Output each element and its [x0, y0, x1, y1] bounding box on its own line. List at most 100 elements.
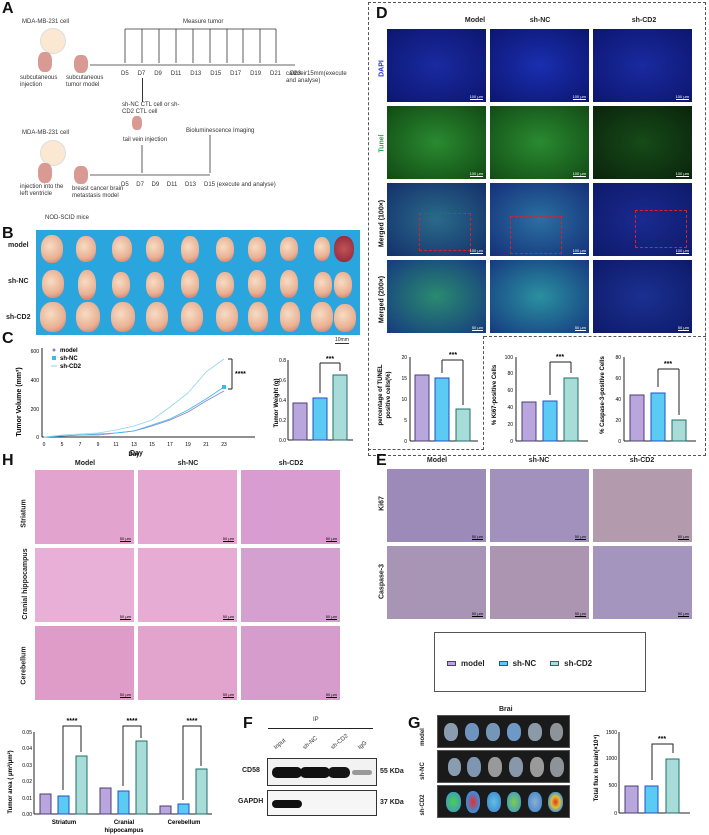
svg-text:60: 60: [507, 388, 513, 394]
svg-text:***: ***: [326, 356, 334, 363]
day: D5: [121, 182, 129, 188]
timeline-1: [90, 28, 295, 66]
row-label: sh-NC: [8, 278, 29, 285]
row-label-cerebellum: Cerebellum: [20, 646, 28, 685]
scale-bar: 50 μm: [677, 611, 689, 617]
day: D11: [170, 71, 182, 77]
svg-text:0.2: 0.2: [279, 418, 286, 424]
svg-text:****: ****: [67, 718, 78, 725]
day: D21: [270, 71, 282, 77]
svg-text:7: 7: [79, 442, 82, 448]
scale-bar: 100 μm: [572, 248, 586, 254]
svg-text:0.02: 0.02: [22, 779, 32, 785]
svg-text:0.01: 0.01: [22, 796, 32, 802]
svg-text:400: 400: [31, 378, 40, 384]
measure-label: Measure tumor: [183, 19, 224, 25]
band-size: 37 KDa: [380, 799, 404, 806]
legend-label: model: [461, 659, 485, 668]
svg-text:600: 600: [31, 349, 40, 355]
svg-text:0: 0: [404, 439, 407, 445]
row-label-merged-200: Merged (200×): [378, 275, 386, 324]
step2-label: subcutaneous tumor model: [66, 75, 104, 88]
scale-bar: 50 μm: [471, 325, 483, 331]
svg-text:0: 0: [614, 811, 617, 817]
scale-bar: 50 μm: [119, 692, 131, 698]
svg-text:80: 80: [507, 371, 513, 377]
day: D7: [137, 71, 146, 77]
scale-bar: 10mm: [335, 337, 349, 344]
day-row-1: D5 D7 D9 D11 D13 D15 D17 D19 D21 D23: [121, 71, 301, 77]
svg-text:0: 0: [43, 442, 46, 448]
svg-text:1500: 1500: [606, 730, 617, 736]
row-label-caspase3: Caspase-3: [378, 563, 386, 600]
he-image: 50 μm: [137, 625, 238, 701]
blot-row-label: GAPDH: [238, 798, 264, 805]
ki67-chart: % Ki67-positive Cells 0 20 40 60 80 100 ***: [492, 354, 588, 445]
col-label: sh-NC: [529, 17, 551, 24]
mouse-icon: [38, 163, 52, 183]
day: D9: [151, 182, 160, 188]
mouse-icon: [74, 55, 88, 73]
day: D13: [190, 71, 202, 77]
scale-bar: 100 μm: [675, 248, 689, 254]
svg-text:model: model: [60, 348, 78, 354]
end-label-2: D15 (execute and analyse): [204, 182, 276, 188]
mouse-icon: [132, 116, 142, 130]
svg-text:****: ****: [235, 371, 246, 378]
caspase3-chart: % Caspase-3-positive Cells 0 20 40 60 80 ***: [600, 355, 696, 445]
col-label: sh-NC: [528, 457, 550, 464]
cell-dish-icon: [40, 140, 66, 166]
cell-label-2: MDA-MB-231 cell: [22, 130, 70, 136]
ihc-image: 50 μm: [592, 468, 693, 543]
svg-text:Tumor area ( μm²/μm²): Tumor area ( μm²/μm²): [7, 750, 14, 813]
image-tile: 100 μm: [386, 28, 487, 103]
svg-text:percentage of TUNEL: percentage of TUNEL: [378, 364, 384, 425]
day: D7: [136, 182, 144, 188]
svg-text:Tumor Weight (g): Tumor Weight (g): [274, 378, 280, 427]
blot-row-label: CD58: [242, 767, 260, 774]
legend: model sh-NC sh-CD2: [434, 632, 646, 692]
image-tile: 100 μm: [386, 182, 487, 257]
row-label: model: [8, 242, 29, 249]
row-label-striatum: Striatum: [20, 499, 28, 528]
svg-text:Cranial: Cranial: [114, 820, 135, 826]
svg-text:Total flux in brain(×10⁴): Total flux in brain(×10⁴): [594, 735, 600, 802]
svg-text:0.04: 0.04: [22, 746, 32, 752]
row-label: sh-NC: [420, 762, 426, 780]
row-label: sh-CD2: [420, 794, 426, 816]
he-image: 50 μm: [34, 547, 135, 623]
mice-label: NOD-SCID mice: [45, 215, 90, 221]
scale-bar: 50 μm: [222, 536, 234, 542]
row-label: sh-CD2: [6, 314, 31, 321]
svg-text:10: 10: [401, 397, 407, 403]
col-label: Model: [464, 17, 486, 24]
cell-label-1: MDA-MB-231 cell: [22, 19, 70, 25]
scale-bar: 50 μm: [574, 611, 586, 617]
scale-bar: 100 μm: [675, 94, 689, 100]
image-tile: 100 μm: [592, 182, 693, 257]
row-label: model: [420, 728, 426, 746]
image-tile: 100 μm: [489, 182, 590, 257]
he-image: 50 μm: [137, 547, 238, 623]
ihc-image: 50 μm: [592, 545, 693, 620]
svg-text:15: 15: [149, 442, 155, 448]
svg-text:5: 5: [404, 418, 407, 424]
tumor-volume-chart: Tumor Volume (mm³) 0 200 400 600 0 5 7 9 11 13 15…: [16, 348, 255, 458]
zoom-region: [635, 210, 687, 248]
scale-bar: 50 μm: [119, 536, 131, 542]
timeline-2: [90, 135, 211, 176]
image-tile: 50 μm: [386, 259, 487, 334]
injection-arrow: [142, 78, 143, 102]
tunel-chart-border: [368, 336, 484, 450]
image-tile: 100 μm: [386, 105, 487, 180]
col-label: Model: [74, 460, 96, 467]
col-label: sh-CD2: [278, 460, 304, 467]
svg-text:60: 60: [615, 376, 621, 382]
imaging-title: Brai: [499, 706, 513, 713]
image-tile: 100 μm: [592, 105, 693, 180]
scale-bar: 100 μm: [572, 94, 586, 100]
panel-label-b: B: [2, 225, 14, 242]
panel-d-e-border: [368, 2, 706, 456]
svg-text:40: 40: [615, 397, 621, 403]
scale-bar: 50 μm: [325, 692, 337, 698]
